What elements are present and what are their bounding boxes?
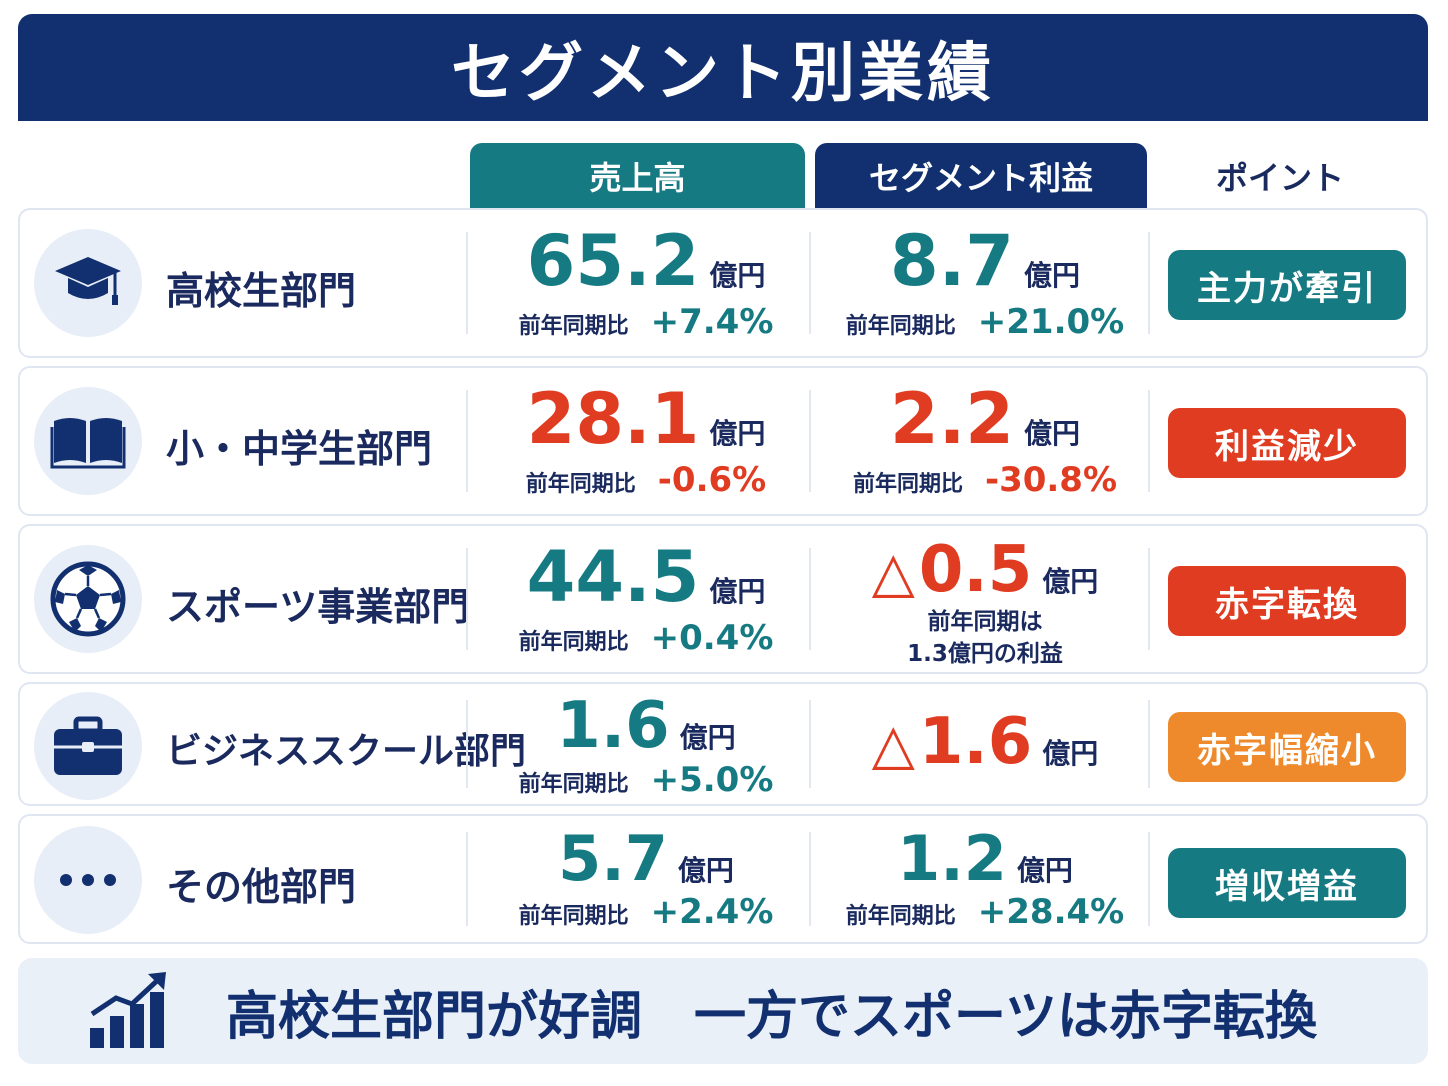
column-header-point: ポイント <box>1215 158 1344 197</box>
profit-metric: △ 1.6 億円 <box>826 710 1144 774</box>
graduation-cap-icon <box>34 229 142 337</box>
sales-metric: 28.1 億円 前年同期比 -0.6% <box>486 384 806 500</box>
divider <box>809 390 811 492</box>
summary-text: 高校生部門が好調 一方でスポーツは赤字転換 <box>226 986 1317 1047</box>
segment-row-other: その他部門 5.7 億円 前年同期比 +2.4% 1.2 億円 前年同期比 +2… <box>18 814 1428 944</box>
divider <box>466 548 468 650</box>
sales-metric: 5.7 億円 前年同期比 +2.4% <box>486 822 806 933</box>
profit-note: 前年同期は <box>927 609 1043 635</box>
title-banner: セグメント別業績 <box>18 14 1428 121</box>
profit-unit: 億円 <box>1042 737 1099 770</box>
summary-bar: 高校生部門が好調 一方でスポーツは赤字転換 <box>18 958 1428 1064</box>
yoy-label: 前年同期比 <box>845 904 956 929</box>
profit-note: 1.3億円の利益 <box>907 641 1063 668</box>
divider <box>1148 232 1150 334</box>
sales-value: 28.1 <box>526 378 700 460</box>
point-badge: 利益減少 <box>1168 408 1406 478</box>
yoy-value: +7.4% <box>650 302 774 342</box>
divider <box>809 548 811 650</box>
profit-metric: 8.7 億円 前年同期比 +21.0% <box>826 226 1144 342</box>
sales-unit: 億円 <box>709 417 766 450</box>
sales-metric: 44.5 億円 前年同期比 +0.4% <box>486 542 806 658</box>
profit-value: 2.2 <box>889 378 1014 460</box>
soccer-ball-icon <box>34 545 142 653</box>
divider <box>1148 390 1150 492</box>
profit-unit: 億円 <box>1024 259 1081 292</box>
book-icon <box>34 387 142 495</box>
yoy-value: -0.6% <box>657 460 767 500</box>
growth-chart-icon <box>88 970 172 1056</box>
segment-row-high-school: 高校生部門 65.2 億円 前年同期比 +7.4% 8.7 億円 前年同期比 +… <box>18 208 1428 358</box>
yoy-label: 前年同期比 <box>518 904 629 929</box>
divider <box>466 832 468 926</box>
yoy-value: +2.4% <box>650 892 774 932</box>
loss-triangle: △ <box>871 540 915 605</box>
divider <box>809 832 811 926</box>
yoy-label: 前年同期比 <box>845 314 956 339</box>
sales-unit: 億円 <box>709 575 766 608</box>
divider <box>466 390 468 492</box>
profit-value: 8.7 <box>889 220 1014 302</box>
segment-row-elementary-junior: 小・中学生部門 28.1 億円 前年同期比 -0.6% 2.2 億円 前年同期比… <box>18 366 1428 516</box>
page-title: セグメント別業績 <box>451 36 995 111</box>
sales-unit: 億円 <box>677 854 734 887</box>
yoy-label: 前年同期比 <box>518 314 629 339</box>
sales-unit: 億円 <box>679 721 736 754</box>
segment-row-business-school: ビジネススクール部門 1.6 億円 前年同期比 +5.0% △ 1.6 億円 赤… <box>18 682 1428 806</box>
column-header-sales: 売上高 <box>470 143 805 208</box>
segment-name: その他部門 <box>166 865 357 909</box>
profit-unit: 億円 <box>1016 854 1073 887</box>
profit-metric: 1.2 億円 前年同期比 +28.4% <box>826 822 1144 933</box>
sales-metric: 1.6 億円 前年同期比 +5.0% <box>486 694 806 800</box>
sales-value: 44.5 <box>526 536 700 618</box>
point-badge: 赤字幅縮小 <box>1168 712 1406 782</box>
divider <box>809 232 811 334</box>
divider <box>1148 548 1150 650</box>
point-badge: 主力が牽引 <box>1168 250 1406 320</box>
profit-unit: 億円 <box>1024 417 1081 450</box>
briefcase-icon <box>34 692 142 800</box>
divider <box>466 232 468 334</box>
divider <box>1148 700 1150 788</box>
profit-unit: 億円 <box>1042 565 1099 598</box>
yoy-value: -30.8% <box>984 460 1118 500</box>
sales-value: 65.2 <box>526 220 700 302</box>
yoy-label: 前年同期比 <box>518 772 629 797</box>
profit-value: 1.2 <box>897 822 1007 895</box>
yoy-label: 前年同期比 <box>525 472 636 497</box>
profit-value: 0.5 <box>918 533 1033 607</box>
sales-unit: 億円 <box>709 259 766 292</box>
yoy-value: +0.4% <box>650 618 774 658</box>
more-dots-icon <box>34 826 142 934</box>
column-header-profit: セグメント利益 <box>815 143 1147 208</box>
segment-name: ビジネススクール部門 <box>166 731 527 772</box>
profit-metric: 2.2 億円 前年同期比 -30.8% <box>826 384 1144 500</box>
profit-metric: △ 0.5 億円 前年同期は 1.3億円の利益 <box>826 538 1144 670</box>
yoy-label: 前年同期比 <box>852 472 963 497</box>
sales-value: 1.6 <box>556 689 670 763</box>
segment-name: 小・中学生部門 <box>166 427 433 471</box>
divider <box>466 700 468 788</box>
yoy-value: +5.0% <box>650 760 774 800</box>
loss-triangle: △ <box>871 712 915 777</box>
profit-value: 1.6 <box>918 705 1033 779</box>
point-badge: 増収増益 <box>1168 848 1406 918</box>
point-badge: 赤字転換 <box>1168 566 1406 636</box>
sales-metric: 65.2 億円 前年同期比 +7.4% <box>486 226 806 342</box>
segment-name: 高校生部門 <box>166 269 357 313</box>
sales-value: 5.7 <box>558 822 668 895</box>
segment-row-sports: スポーツ事業部門 44.5 億円 前年同期比 +0.4% △ 0.5 億円 前年… <box>18 524 1428 674</box>
divider <box>809 700 811 788</box>
segment-name: スポーツ事業部門 <box>166 585 470 629</box>
yoy-value: +28.4% <box>977 892 1125 932</box>
yoy-value: +21.0% <box>977 302 1125 342</box>
yoy-label: 前年同期比 <box>518 630 629 655</box>
divider <box>1148 832 1150 926</box>
